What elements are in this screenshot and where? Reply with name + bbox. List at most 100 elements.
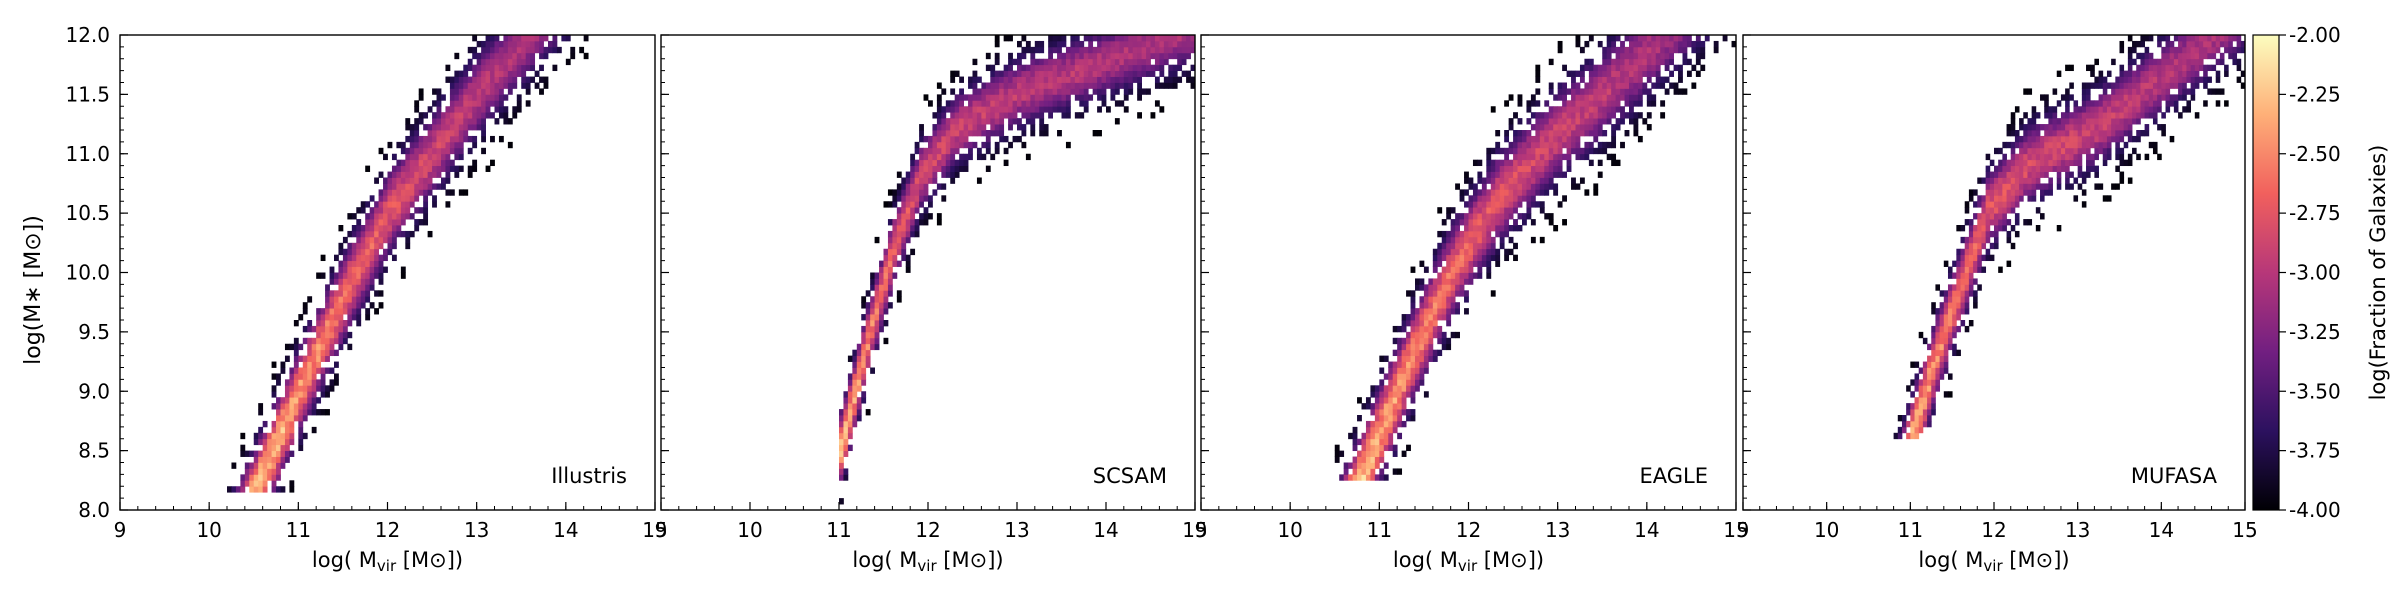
heatmap-cell bbox=[1557, 46, 1563, 54]
heatmap-cell bbox=[1943, 337, 1949, 345]
heatmap-cell bbox=[2127, 82, 2133, 89]
heatmap-cell bbox=[1017, 64, 1022, 72]
heatmap-cell bbox=[2014, 230, 2020, 238]
heatmap-cell bbox=[1968, 248, 1974, 256]
heatmap-cell bbox=[1486, 272, 1492, 279]
heatmap-cell bbox=[2098, 70, 2104, 77]
heatmap-cell bbox=[316, 325, 322, 333]
heatmap-cell bbox=[2119, 88, 2125, 95]
heatmap-cell bbox=[293, 349, 299, 357]
heatmap-cell bbox=[316, 272, 322, 279]
heatmap-cell bbox=[1374, 409, 1380, 416]
heatmap-cell bbox=[498, 70, 504, 77]
heatmap-cell bbox=[2010, 112, 2016, 119]
heatmap-cell bbox=[1952, 314, 1957, 321]
heatmap-cell bbox=[2157, 94, 2162, 101]
heatmap-cell bbox=[994, 52, 1000, 60]
heatmap-cell bbox=[2081, 141, 2087, 149]
heatmap-cell bbox=[1981, 236, 1987, 244]
heatmap-cell bbox=[847, 397, 853, 404]
heatmap-cell bbox=[1097, 52, 1102, 60]
heatmap-cell bbox=[2186, 58, 2192, 66]
heatmap-cell bbox=[1918, 379, 1924, 386]
heatmap-cell bbox=[494, 52, 500, 60]
heatmap-cell bbox=[1464, 248, 1469, 256]
heatmap-cell bbox=[360, 260, 366, 267]
heatmap-cell bbox=[1664, 58, 1670, 66]
heatmap-cell bbox=[1048, 70, 1053, 77]
heatmap-cell bbox=[2056, 153, 2062, 161]
heatmap-cell bbox=[414, 171, 420, 178]
heatmap-cell bbox=[2094, 183, 2099, 190]
heatmap-cell bbox=[1508, 147, 1514, 155]
heatmap-cell bbox=[1437, 290, 1443, 297]
heatmap-cell bbox=[2127, 153, 2133, 161]
heatmap-cell bbox=[1539, 207, 1545, 214]
heatmap-cell bbox=[1415, 284, 1420, 291]
heatmap-cell bbox=[1553, 141, 1559, 149]
heatmap-cell bbox=[1960, 266, 1966, 273]
heatmap-cell bbox=[280, 426, 286, 434]
heatmap-cell bbox=[507, 64, 513, 72]
heatmap-cell bbox=[865, 355, 871, 362]
heatmap-cell bbox=[2152, 64, 2158, 72]
heatmap-cell bbox=[963, 106, 969, 113]
heatmap-cell bbox=[267, 456, 272, 463]
heatmap-cell bbox=[525, 46, 531, 54]
heatmap-cell bbox=[1508, 183, 1514, 190]
heatmap-cell bbox=[1030, 112, 1036, 119]
heatmap-cell bbox=[498, 106, 504, 113]
heatmap-cell bbox=[1655, 46, 1661, 54]
heatmap-cell bbox=[1150, 40, 1156, 48]
heatmap-cell bbox=[2052, 130, 2058, 137]
heatmap-cell bbox=[1361, 462, 1367, 469]
heatmap-cell bbox=[1441, 219, 1447, 226]
heatmap-cell bbox=[1097, 46, 1102, 54]
heatmap-cell bbox=[1021, 88, 1027, 95]
heatmap-cell bbox=[1334, 444, 1340, 452]
heatmap-cell bbox=[409, 195, 415, 202]
heatmap-cell bbox=[342, 248, 348, 256]
heatmap-cell bbox=[262, 462, 268, 469]
heatmap-cell bbox=[445, 177, 451, 184]
heatmap-cell bbox=[472, 82, 478, 89]
heatmap-cell bbox=[994, 76, 1000, 83]
heatmap-cell bbox=[1952, 308, 1957, 315]
heatmap-cell bbox=[1606, 82, 1612, 89]
heatmap-cell bbox=[1490, 159, 1496, 167]
heatmap-cell bbox=[1374, 462, 1380, 469]
heatmap-cell bbox=[2098, 118, 2104, 125]
heatmap-cell bbox=[1370, 426, 1376, 434]
heatmap-cell bbox=[2102, 135, 2108, 143]
heatmap-cell bbox=[1918, 409, 1924, 416]
heatmap-cell bbox=[2173, 70, 2179, 77]
heatmap-cell bbox=[932, 112, 938, 119]
heatmap-cell bbox=[383, 248, 388, 256]
heatmap-cell bbox=[2173, 106, 2179, 113]
heatmap-cell bbox=[543, 46, 549, 54]
heatmap-cell bbox=[1114, 58, 1120, 66]
heatmap-cell bbox=[289, 420, 295, 428]
heatmap-cell bbox=[1154, 40, 1160, 48]
heatmap-cell bbox=[1401, 450, 1407, 457]
heatmap-cell bbox=[1499, 219, 1505, 226]
heatmap-cell bbox=[1101, 82, 1107, 89]
heatmap-cell bbox=[423, 165, 429, 172]
heatmap-cell bbox=[2132, 147, 2137, 155]
heatmap-cell bbox=[387, 177, 393, 184]
heatmap-cell bbox=[1910, 379, 1915, 386]
heatmap-cell bbox=[498, 58, 504, 66]
heatmap-cell bbox=[1994, 230, 1999, 238]
heatmap-cell bbox=[990, 124, 996, 131]
heatmap-cell bbox=[2203, 35, 2208, 42]
heatmap-cell bbox=[1490, 213, 1496, 220]
heatmap-cell bbox=[1057, 94, 1062, 101]
heatmap-cell bbox=[2136, 88, 2141, 95]
heatmap-cell bbox=[972, 106, 978, 113]
heatmap-cell bbox=[1423, 349, 1429, 357]
heatmap-cell bbox=[985, 130, 991, 137]
heatmap-cell bbox=[1981, 207, 1987, 214]
heatmap-cell bbox=[1057, 52, 1062, 60]
heatmap-cell bbox=[1401, 343, 1407, 351]
heatmap-cell bbox=[449, 124, 455, 131]
